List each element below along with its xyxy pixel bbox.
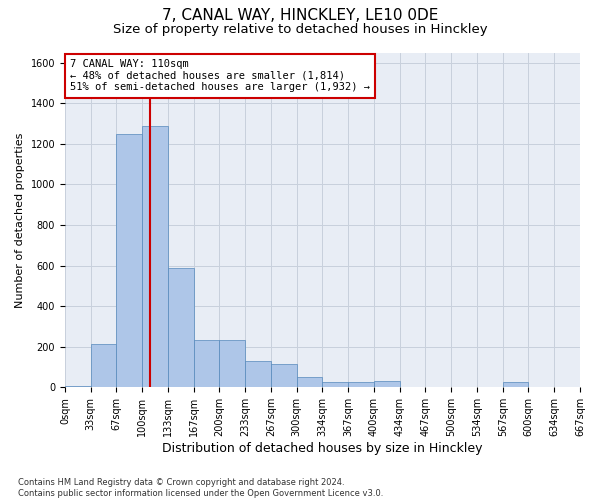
Y-axis label: Number of detached properties: Number of detached properties (15, 132, 25, 308)
Bar (322, 382, 348, 388)
Bar (168, 268, 194, 388)
Text: Size of property relative to detached houses in Hinckley: Size of property relative to detached ho… (113, 22, 487, 36)
Bar (296, 377, 322, 388)
Bar (503, 382, 529, 388)
Bar (220, 340, 245, 388)
X-axis label: Distribution of detached houses by size in Hinckley: Distribution of detached houses by size … (162, 442, 483, 455)
Bar (348, 382, 374, 388)
Text: Contains HM Land Registry data © Crown copyright and database right 2024.
Contai: Contains HM Land Registry data © Crown c… (18, 478, 383, 498)
Text: 7, CANAL WAY, HINCKLEY, LE10 0DE: 7, CANAL WAY, HINCKLEY, LE10 0DE (162, 8, 438, 22)
Bar (245, 361, 271, 388)
Bar (374, 382, 400, 388)
Bar (116, 134, 142, 388)
Text: 7 CANAL WAY: 110sqm
← 48% of detached houses are smaller (1,814)
51% of semi-det: 7 CANAL WAY: 110sqm ← 48% of detached ho… (70, 59, 370, 92)
Bar (194, 340, 220, 388)
Bar (91, 344, 116, 388)
Bar (271, 364, 296, 388)
Bar (65, 386, 91, 388)
Bar (142, 126, 168, 388)
